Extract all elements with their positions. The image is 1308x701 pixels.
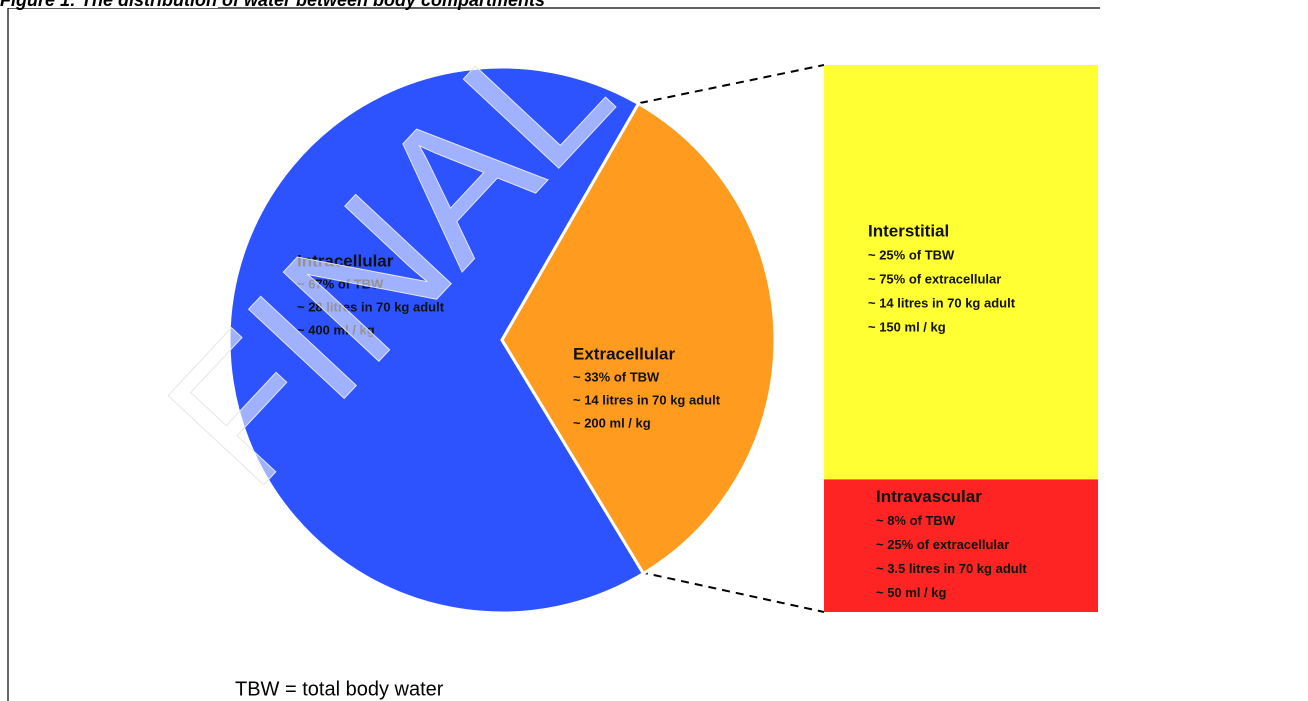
- label-detail: ~ 150 ml / kg: [868, 319, 946, 334]
- chart-title: Figure 1: The distribution of water betw…: [0, 0, 545, 10]
- footnote: TBW = total body water: [235, 678, 444, 700]
- label-detail: ~ 75% of extracellular: [868, 271, 1001, 286]
- pie-slice: [500, 101, 777, 576]
- label-detail: ~ 14 litres in 70 kg adult: [573, 392, 721, 407]
- label-heading: Intravascular: [876, 487, 982, 506]
- value-label: ~ 33% of TBW: [573, 369, 660, 384]
- label-detail: ~ 14 litres in 70 kg adult: [868, 295, 1016, 310]
- connector: [639, 64, 825, 104]
- connector: [639, 571, 825, 613]
- pie-slice: [227, 65, 646, 615]
- value-label: ~ 25% of TBW: [868, 247, 955, 262]
- title-background: [0, 0, 218, 8]
- bar-segment: [824, 479, 1098, 612]
- value-label: ~ 67% of TBW: [297, 276, 384, 291]
- label-heading: Extracellular: [573, 344, 675, 363]
- label-detail: ~ 200 ml / kg: [573, 415, 651, 430]
- bar-segment: [824, 65, 1098, 480]
- label-detail: ~ 50 ml / kg: [876, 585, 947, 600]
- value-label: ~ 8% of TBW: [876, 513, 956, 528]
- label-detail: ~ 400 ml / kg: [297, 322, 375, 337]
- label-detail: ~ 25% of extracellular: [876, 537, 1009, 552]
- label-heading: Interstitial: [868, 221, 949, 240]
- label-detail: ~ 3.5 litres in 70 kg adult: [876, 561, 1027, 576]
- label-heading: Intracellular: [297, 251, 394, 270]
- label-detail: ~ 28 litres in 70 kg adult: [297, 299, 445, 314]
